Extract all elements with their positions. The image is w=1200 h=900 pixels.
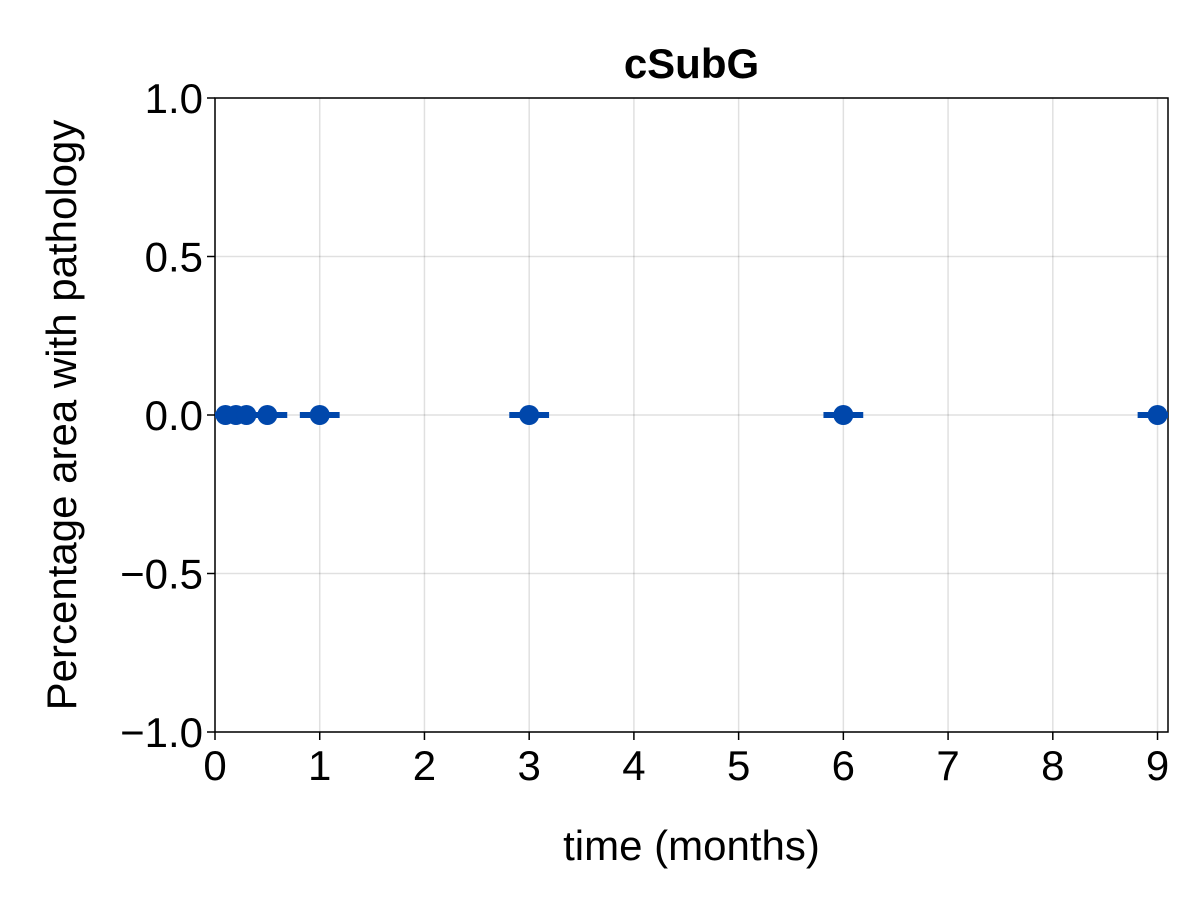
y-tick-label: −1.0 — [120, 709, 203, 756]
y-tick-label: 0.0 — [145, 392, 203, 439]
data-point — [257, 405, 278, 425]
data-marks — [215, 405, 1168, 425]
x-tick-label: 3 — [517, 742, 540, 789]
chart-title: cSubG — [624, 40, 759, 87]
grid — [214, 97, 1168, 733]
x-tick-label: 2 — [413, 742, 436, 789]
ticks: 0 1 2 3 4 5 6 7 8 9 −1.0 −0.5 0.0 0.5 1.0 — [120, 75, 1169, 789]
x-tick-label: 5 — [727, 742, 750, 789]
y-axis-label: Percentage area with pathology — [38, 120, 85, 711]
x-tick-label: 4 — [622, 742, 645, 789]
x-tick-label: 1 — [308, 742, 331, 789]
y-tick-label: −0.5 — [120, 551, 203, 598]
x-tick-label: 9 — [1146, 742, 1169, 789]
x-axis-label: time (months) — [563, 822, 820, 869]
y-tick-label: 0.5 — [145, 234, 203, 281]
x-tick-label: 0 — [203, 742, 226, 789]
data-point — [1147, 405, 1168, 425]
x-tick-label: 7 — [936, 742, 959, 789]
data-point — [236, 405, 257, 425]
data-point — [519, 405, 540, 425]
data-point — [309, 405, 330, 425]
y-tick-label: 1.0 — [145, 75, 203, 122]
x-tick-label: 8 — [1041, 742, 1064, 789]
x-tick-label: 6 — [832, 742, 855, 789]
data-point — [833, 405, 854, 425]
